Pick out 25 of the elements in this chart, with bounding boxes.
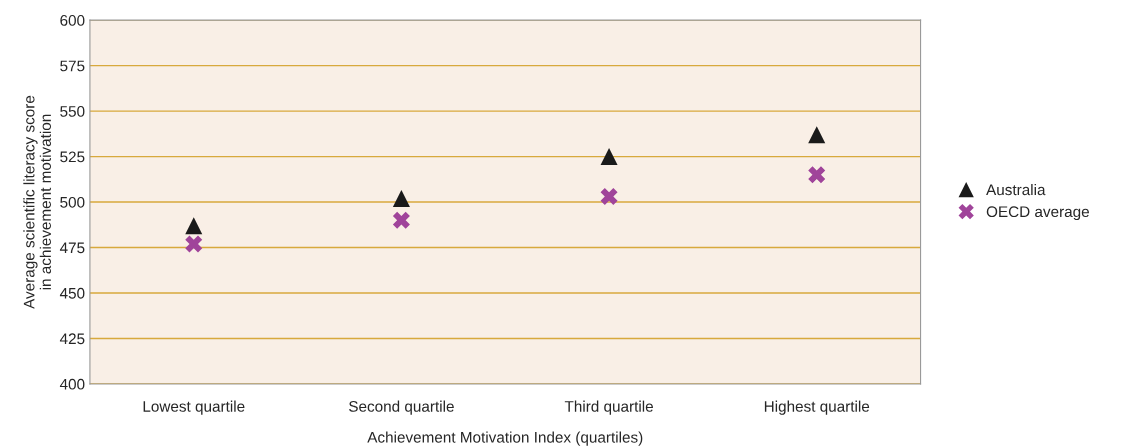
y-tick-label: 600 xyxy=(60,15,85,26)
x-tick-label: Third quartile xyxy=(564,400,653,415)
y-tick-label: 400 xyxy=(59,378,85,390)
point xyxy=(392,211,410,229)
y-tick-label: 450 xyxy=(59,287,85,299)
point xyxy=(600,188,618,206)
x-tick-label: Second quartile xyxy=(349,400,454,415)
point xyxy=(185,217,203,235)
y-axis-title: Average scientific literacy score in achievement motivation xyxy=(23,95,51,309)
legend-label: OECD average xyxy=(986,206,1089,221)
y-tick-label: 525 xyxy=(60,151,85,163)
x-tick-label: Lowest quartile xyxy=(143,400,245,415)
y-tick-label: 425 xyxy=(59,333,85,345)
point xyxy=(392,189,410,207)
point xyxy=(808,126,826,144)
point xyxy=(600,148,618,166)
legend-label: Australia xyxy=(986,183,1046,196)
y-tick-label: 550 xyxy=(60,105,85,117)
x-tick-label: Highest quartile xyxy=(764,400,870,415)
y-tick-label: 475 xyxy=(59,242,85,254)
x-axis-title: Achievement Motivation Index (quartiles) xyxy=(367,431,643,446)
y-tick-label: 500 xyxy=(60,196,85,208)
y-tick-label: 575 xyxy=(60,60,85,72)
point xyxy=(185,235,203,253)
point xyxy=(808,166,826,184)
